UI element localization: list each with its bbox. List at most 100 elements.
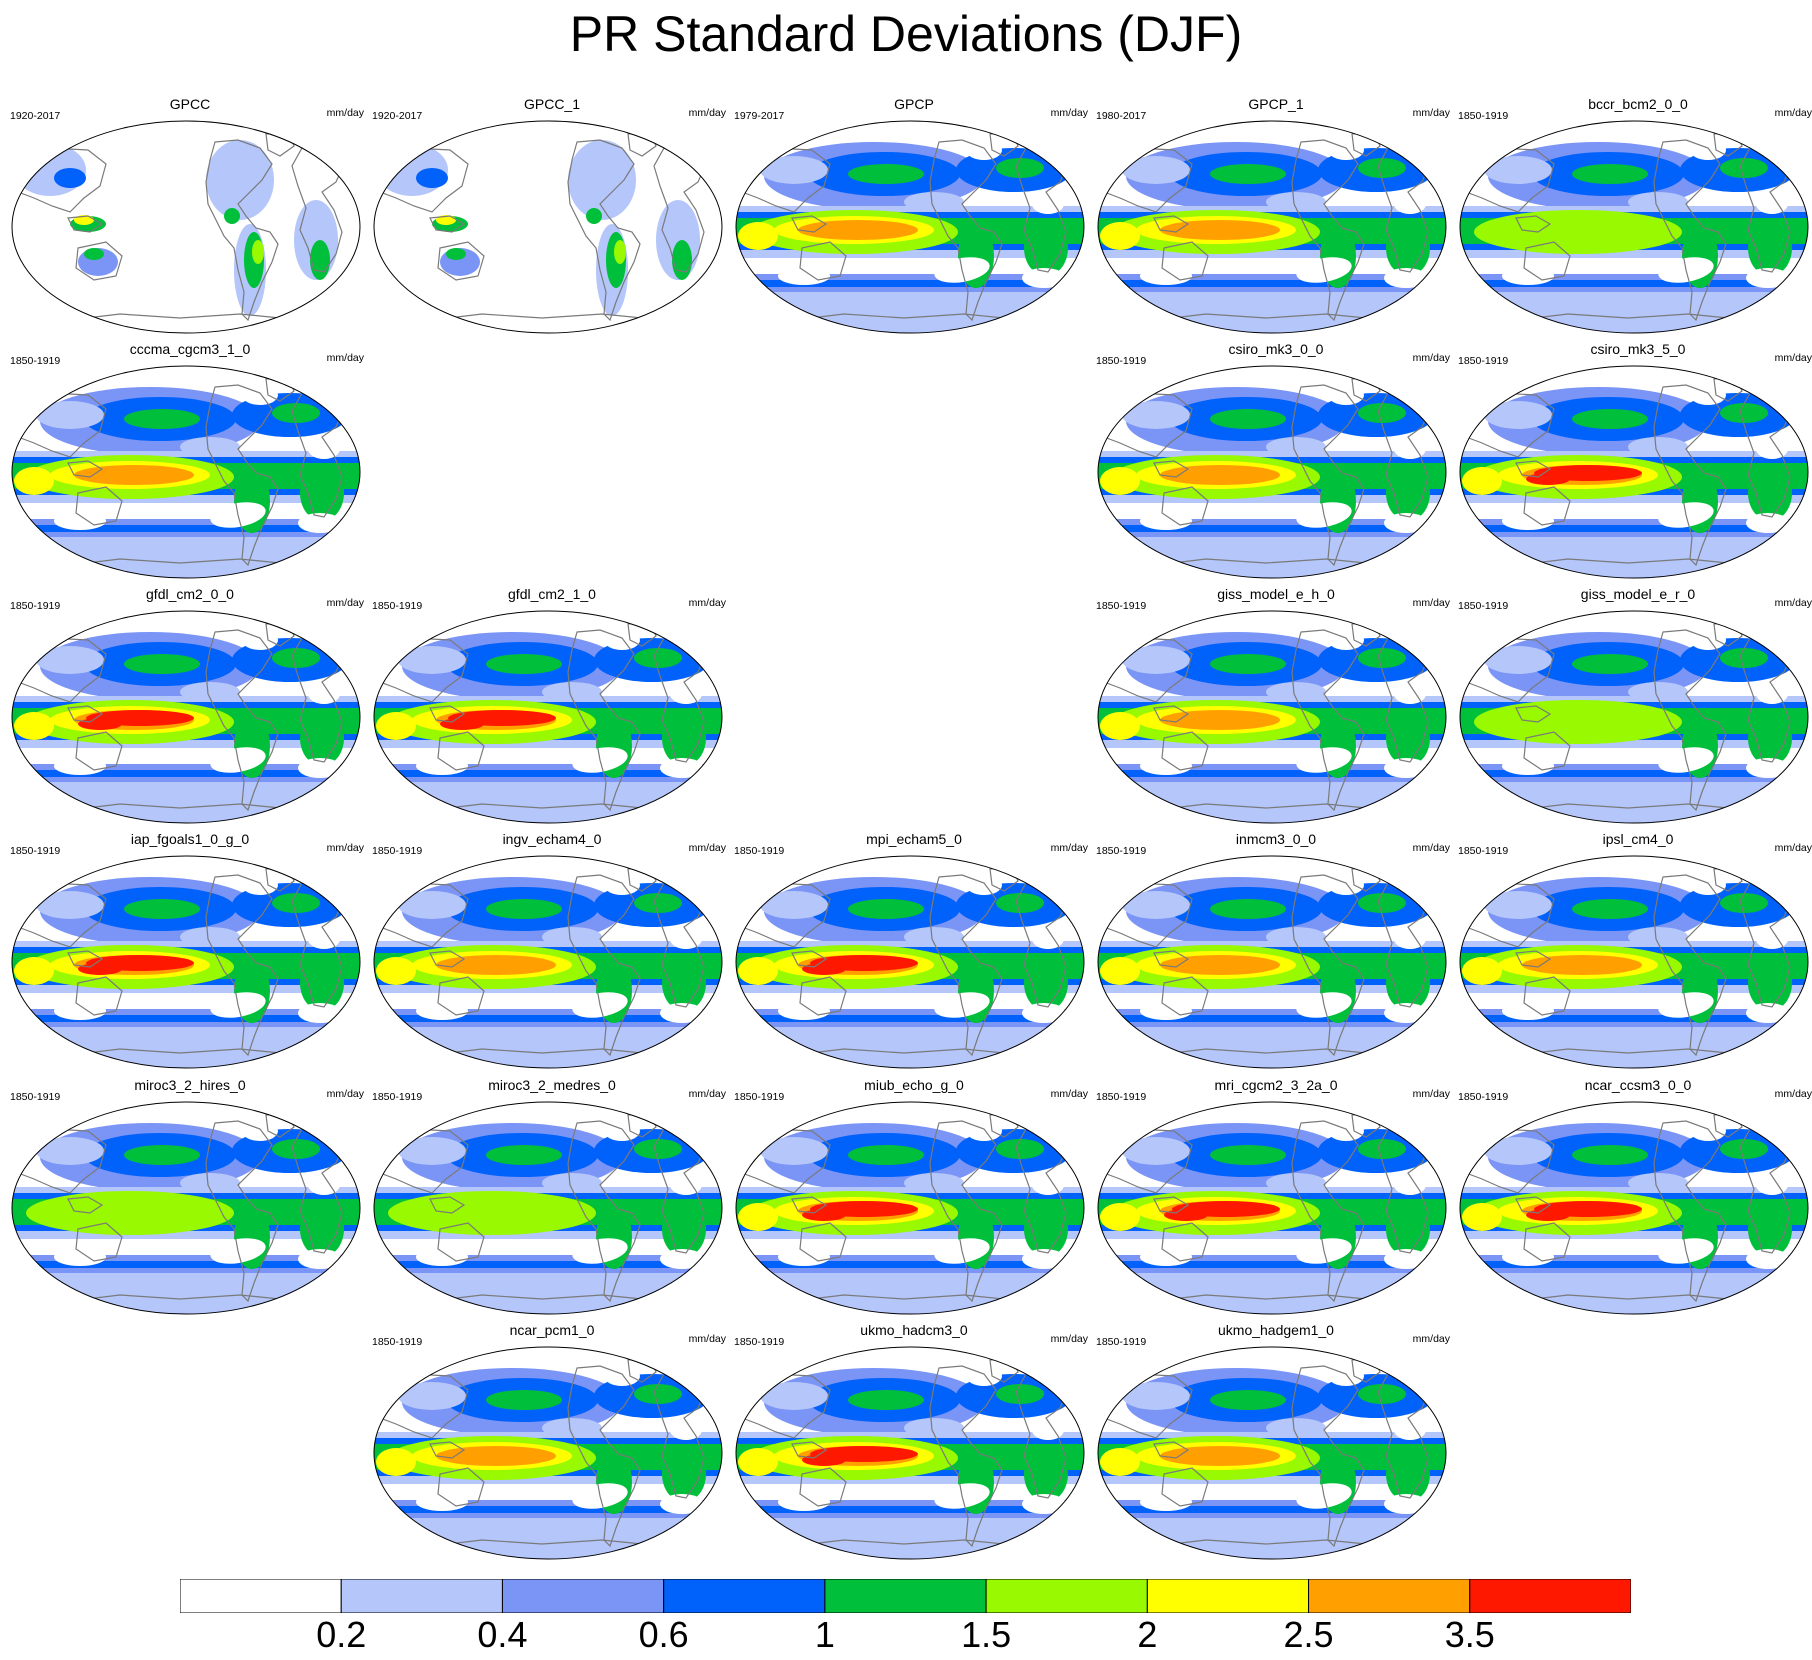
americas-outline — [567, 1365, 641, 1548]
map-panel: ingv_echam4_0 1850-1919 mm/day — [372, 831, 732, 1071]
map-border — [1097, 365, 1447, 579]
panel-title: giss_model_e_h_0 — [1217, 586, 1335, 602]
colorbar-label: 3.5 — [1444, 1614, 1495, 1655]
map-panel: gfdl_cm2_0_0 1850-1919 mm/day — [10, 586, 370, 826]
panel-title: ncar_pcm1_0 — [509, 1322, 595, 1338]
panel-title: ingv_echam4_0 — [502, 831, 602, 847]
americas-outline — [1291, 1365, 1365, 1548]
americas-outline — [1653, 139, 1727, 322]
americas-outline — [205, 384, 279, 567]
robinson-map — [735, 855, 1085, 1069]
antarctica-outline — [1155, 1294, 1387, 1302]
panel-title: GPCP — [894, 96, 934, 112]
australia-outline — [75, 241, 123, 281]
antarctica-outline — [69, 1294, 301, 1302]
panel-units: mm/day — [326, 352, 364, 364]
robinson-map — [735, 120, 1085, 334]
maritime-continent-outline — [429, 1441, 466, 1459]
australia-outline — [1161, 486, 1209, 526]
panel-title: GPCP_1 — [1248, 96, 1304, 112]
australia-outline — [437, 241, 485, 281]
maritime-continent-outline — [429, 950, 466, 968]
panel-units: mm/day — [688, 107, 726, 119]
panel-years: 1850-1919 — [1096, 845, 1147, 857]
antarctica-outline — [793, 313, 1025, 321]
map-border — [1459, 855, 1809, 1069]
antarctica-outline — [69, 803, 301, 811]
map-border — [735, 1346, 1085, 1560]
colorbar-swatch — [340, 1579, 503, 1613]
precip-field — [374, 1102, 722, 1314]
maritime-continent-outline — [67, 705, 104, 723]
precip-field — [1098, 1102, 1446, 1314]
asia-outline — [739, 147, 831, 213]
americas-outline — [1291, 874, 1365, 1057]
map-border — [735, 1101, 1085, 1315]
map-panel: miub_echo_g_0 1850-1919 mm/day — [734, 1077, 1094, 1317]
colorbar-label: 2 — [1137, 1614, 1158, 1655]
asia-outline — [15, 637, 107, 703]
australia-outline — [1523, 731, 1571, 771]
asia-outline — [1101, 147, 1193, 213]
robinson-map — [1097, 365, 1447, 579]
maritime-continent-outline — [791, 1196, 828, 1214]
panel-units: mm/day — [326, 1088, 364, 1100]
map-panel: GPCC_1 1920-2017 mm/day — [372, 96, 732, 336]
precip-field — [374, 856, 722, 1068]
panel-units: mm/day — [1050, 107, 1088, 119]
panel-title: miroc3_2_medres_0 — [488, 1077, 616, 1093]
panel-units: mm/day — [1050, 1333, 1088, 1345]
colorbar-labels: 0.2 0.4 0.6 1 1.5 2 2.5 3.5 — [180, 1614, 1631, 1658]
antarctica-outline — [69, 558, 301, 566]
australia-outline — [75, 486, 123, 526]
robinson-map — [373, 120, 723, 334]
maritime-continent-outline — [1515, 1196, 1552, 1214]
precip-field — [1460, 1102, 1808, 1314]
asia-outline — [377, 637, 469, 703]
panel-units: mm/day — [1050, 1088, 1088, 1100]
americas-outline — [1653, 1120, 1727, 1303]
americas-outline — [1653, 384, 1727, 567]
americas-outline — [567, 1120, 641, 1303]
asia-outline — [377, 1373, 469, 1439]
maritime-continent-outline — [1515, 460, 1552, 478]
map-panel: giss_model_e_r_0 1850-1919 mm/day — [1458, 586, 1812, 826]
robinson-map — [735, 1101, 1085, 1315]
asia-outline — [1463, 637, 1555, 703]
robinson-map — [1459, 855, 1809, 1069]
map-border — [11, 365, 361, 579]
asia-outline — [1463, 882, 1555, 948]
australia-outline — [799, 1222, 847, 1262]
australia-outline — [799, 1467, 847, 1507]
map-border — [735, 120, 1085, 334]
maritime-continent-outline — [67, 460, 104, 478]
asia-outline — [1101, 1128, 1193, 1194]
map-border — [1097, 1101, 1447, 1315]
map-border — [11, 855, 361, 1069]
asia-outline — [15, 1128, 107, 1194]
americas-outline — [1653, 629, 1727, 812]
australia-outline — [1523, 976, 1571, 1016]
map-border — [373, 1346, 723, 1560]
americas-outline — [1291, 1120, 1365, 1303]
maritime-continent-outline — [67, 1196, 104, 1214]
maritime-continent-outline — [1153, 1441, 1190, 1459]
antarctica-outline — [1517, 313, 1749, 321]
americas-outline — [929, 874, 1003, 1057]
precip-field — [12, 611, 360, 823]
panel-title: ncar_ccsm3_0_0 — [1584, 1077, 1692, 1093]
map-border — [11, 1101, 361, 1315]
precip-field — [374, 121, 722, 333]
panel-years: 1850-1919 — [1458, 110, 1509, 122]
panel-units: mm/day — [688, 1333, 726, 1345]
robinson-map — [11, 120, 361, 334]
precip-field — [374, 611, 722, 823]
colorbar-label: 0.2 — [316, 1614, 367, 1655]
robinson-map — [1459, 610, 1809, 824]
americas-outline — [1653, 874, 1727, 1057]
asia-outline — [1101, 392, 1193, 458]
robinson-map — [1097, 855, 1447, 1069]
americas-outline — [567, 874, 641, 1057]
colorbar-swatch — [1469, 1579, 1631, 1613]
map-border — [1097, 1346, 1447, 1560]
